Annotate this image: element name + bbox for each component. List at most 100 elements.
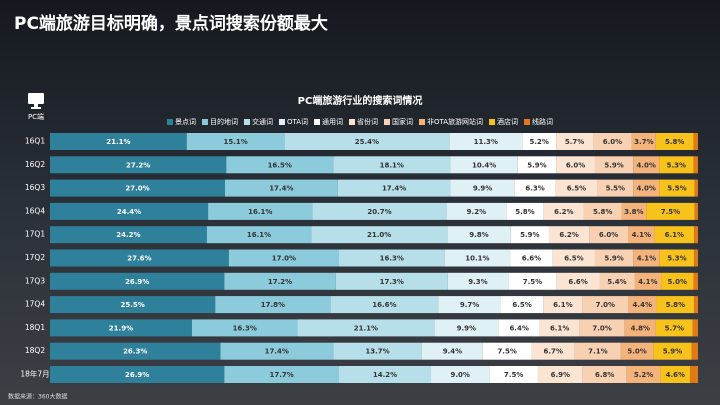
data-label: 7.5% (661, 208, 680, 216)
data-label: 6.4% (509, 324, 528, 332)
legend-label: 景点词 (175, 118, 196, 126)
data-label: 5.8% (593, 208, 612, 216)
data-label: 27.2% (126, 161, 150, 169)
bar-segment (522, 133, 557, 150)
data-label: 5.9% (520, 231, 539, 239)
bar-segment (50, 296, 216, 314)
bar-segment (501, 296, 544, 314)
y-tick-label: 17Q2 (25, 253, 45, 262)
bar-segment (50, 202, 209, 220)
data-label: 5.7% (565, 138, 584, 146)
bar-segment (447, 226, 511, 244)
bar-segment (597, 179, 634, 197)
bar-segment (693, 156, 698, 174)
bar-segment (594, 156, 634, 174)
bar-segment (224, 179, 338, 197)
bar-segment (593, 133, 632, 150)
data-label: 9.2% (467, 208, 486, 216)
bar-segment (694, 249, 698, 267)
legend-swatch (166, 119, 173, 125)
y-tick-label: 16Q1 (25, 137, 45, 146)
data-label: 6.5% (512, 301, 531, 309)
data-label: 6.0% (566, 161, 585, 169)
data-label: 13.7% (365, 348, 389, 356)
legend-item: 目的地词 (201, 117, 238, 126)
legend-item: 通用词 (314, 117, 343, 126)
data-label: 9.3% (468, 278, 487, 286)
bar-segment (582, 366, 627, 383)
bar-segment (50, 156, 227, 174)
data-label: 16.3% (380, 255, 404, 263)
bar-segment (489, 366, 538, 383)
bar-segment (693, 133, 698, 150)
data-label: 17.4% (382, 185, 406, 193)
bar-segment (312, 202, 447, 220)
bar-segment (446, 202, 507, 220)
bar-segment (574, 342, 621, 360)
bar-segment (421, 342, 483, 360)
bar-segment (655, 133, 694, 150)
data-label: 7.5% (497, 348, 516, 356)
data-label: 5.7% (665, 324, 684, 332)
data-label: 10.4% (472, 161, 496, 169)
data-label: 7.1% (588, 348, 607, 356)
bar-segment (555, 179, 598, 197)
data-label: 5.9% (663, 348, 682, 356)
bar-segment (335, 272, 448, 290)
bar-segment (50, 249, 229, 267)
bar-segment (506, 202, 544, 220)
bar-segment (624, 319, 656, 337)
bar-segment (531, 342, 575, 360)
bar-segment (498, 319, 540, 337)
data-label: 4.1% (632, 231, 651, 239)
bar-segment (694, 226, 698, 244)
legend-item: 省份词 (349, 117, 378, 126)
data-label: 5.8% (665, 138, 684, 146)
legend-item: 交通词 (243, 117, 273, 126)
data-label: 6.9% (551, 371, 570, 379)
data-label: 6.3% (525, 185, 544, 193)
chart-title: PC端旅游行业的搜索词情况 (298, 94, 423, 107)
source: 数据来源：360大数据 (8, 393, 67, 401)
bar-segment (50, 133, 187, 150)
bar-segment (434, 319, 499, 337)
data-label: 7.0% (592, 324, 611, 332)
bar-segment (692, 319, 698, 337)
data-label: 24.2% (116, 231, 140, 239)
bar-segment (633, 179, 660, 197)
legend-label: 酒店词 (497, 117, 518, 126)
legend-swatch (524, 119, 531, 125)
bar-segment (50, 226, 207, 244)
bar-segment (186, 133, 285, 150)
bar-segment (224, 272, 336, 290)
bar-segment (583, 202, 622, 220)
data-label: 15.1% (224, 138, 248, 146)
bar-segment (50, 342, 221, 360)
bar-segment (594, 249, 634, 267)
legend-label: 非OTA旅游网站词 (427, 117, 483, 126)
bar-segment (284, 133, 450, 150)
y-tick-label: 16Q2 (25, 160, 45, 169)
legend-swatch (489, 119, 496, 125)
data-label: 9.0% (450, 371, 469, 379)
data-label: 5.2% (530, 138, 549, 146)
bar-segment (514, 179, 556, 197)
data-label: 26.9% (125, 371, 149, 379)
data-label: 17.7% (270, 371, 294, 379)
data-label: 25.4% (355, 138, 379, 146)
bar-segment (653, 342, 692, 360)
bar-segment (556, 133, 594, 150)
data-label: 6.0% (599, 231, 618, 239)
bar-segment (215, 296, 331, 314)
bar-segment (50, 179, 225, 197)
data-label: 17.8% (261, 301, 285, 309)
data-label: 16.1% (248, 208, 272, 216)
data-label: 7.5% (523, 278, 542, 286)
bar-segment (556, 156, 595, 174)
bar-segment (690, 366, 698, 383)
data-label: 5.5% (667, 185, 686, 193)
bar-segment (208, 202, 313, 220)
legend-label: 线路词 (532, 117, 553, 126)
data-label: 4.4% (633, 301, 652, 309)
